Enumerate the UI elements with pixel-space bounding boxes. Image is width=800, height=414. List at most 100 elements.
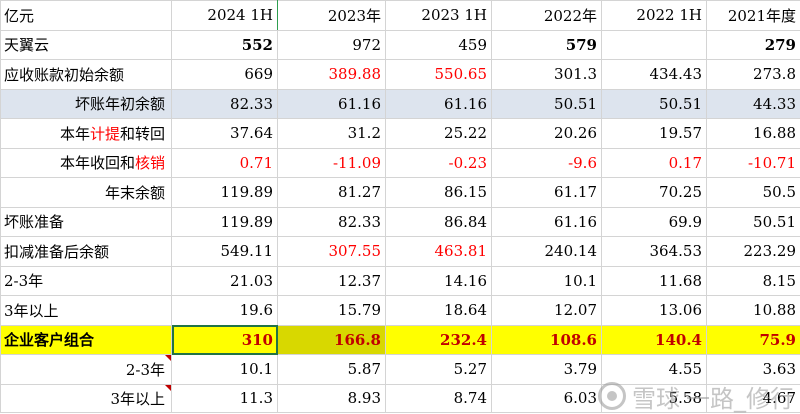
table-cell[interactable]: 6.03 bbox=[492, 384, 602, 412]
header-2022-1h[interactable]: 2022 1H bbox=[602, 1, 707, 31]
row-label[interactable]: 企业客户组合 bbox=[1, 325, 172, 355]
table-cell[interactable]: 4.55 bbox=[602, 355, 707, 385]
row-label[interactable]: 天翼云 bbox=[1, 30, 172, 60]
header-2024-1h[interactable]: 2024 1H bbox=[172, 1, 278, 31]
row-label[interactable]: 2-3年 bbox=[1, 266, 172, 296]
table-cell[interactable]: 20.26 bbox=[492, 119, 602, 149]
selected-cell[interactable]: 310 bbox=[172, 325, 278, 355]
table-cell[interactable]: 307.55 bbox=[278, 237, 386, 267]
table-cell[interactable]: 119.89 bbox=[172, 207, 278, 237]
table-cell[interactable]: 19.6 bbox=[172, 296, 278, 326]
table-cell[interactable]: 459 bbox=[386, 30, 492, 60]
table-cell[interactable]: 11.3 bbox=[172, 384, 278, 412]
table-cell[interactable]: 10.1 bbox=[172, 355, 278, 385]
table-cell[interactable]: 279 bbox=[707, 30, 800, 60]
row-label[interactable]: 扣减准备后余额 bbox=[1, 237, 172, 267]
table-cell[interactable]: 13.06 bbox=[602, 296, 707, 326]
table-cell[interactable]: 44.33 bbox=[707, 89, 800, 119]
header-2022[interactable]: 2022年 bbox=[492, 1, 602, 31]
table-cell[interactable]: 0.71 bbox=[172, 148, 278, 178]
table-cell[interactable]: 14.16 bbox=[386, 266, 492, 296]
table-cell[interactable]: 19.57 bbox=[602, 119, 707, 149]
table-cell[interactable]: 50.51 bbox=[707, 207, 800, 237]
table-cell[interactable]: 82.33 bbox=[278, 207, 386, 237]
table-cell[interactable]: 3.79 bbox=[492, 355, 602, 385]
table-cell[interactable]: 12.37 bbox=[278, 266, 386, 296]
table-cell[interactable]: 81.27 bbox=[278, 178, 386, 208]
row-label[interactable]: 坏账年初余额 bbox=[1, 89, 172, 119]
table-cell[interactable]: 86.84 bbox=[386, 207, 492, 237]
row-label[interactable]: 本年计提和转回 bbox=[1, 119, 172, 149]
table-cell[interactable]: 37.64 bbox=[172, 119, 278, 149]
table-cell[interactable]: 5.58 bbox=[602, 384, 707, 412]
header-2021[interactable]: 2021年度 bbox=[707, 1, 800, 31]
table-cell[interactable]: 25.22 bbox=[386, 119, 492, 149]
table-cell[interactable]: 972 bbox=[278, 30, 386, 60]
table-cell[interactable]: 166.8 bbox=[278, 325, 386, 355]
table-cell[interactable]: -9.6 bbox=[492, 148, 602, 178]
row-label[interactable]: 3年以上 bbox=[1, 384, 172, 412]
row-label-highlight: 计提 bbox=[90, 125, 120, 143]
table-cell[interactable]: -10.71 bbox=[707, 148, 800, 178]
table-cell[interactable]: 579 bbox=[492, 30, 602, 60]
table-cell[interactable]: 364.53 bbox=[602, 237, 707, 267]
table-cell[interactable]: 5.27 bbox=[386, 355, 492, 385]
header-2023-1h[interactable]: 2023 1H bbox=[386, 1, 492, 31]
table-cell[interactable]: 8.74 bbox=[386, 384, 492, 412]
table-cell[interactable]: 389.88 bbox=[278, 60, 386, 90]
table-cell[interactable]: 273.8 bbox=[707, 60, 800, 90]
table-cell[interactable]: 16.88 bbox=[707, 119, 800, 149]
table-cell[interactable]: 5.87 bbox=[278, 355, 386, 385]
table-cell[interactable]: 50.5 bbox=[707, 178, 800, 208]
table-cell[interactable]: 61.16 bbox=[492, 207, 602, 237]
table-cell[interactable]: 61.16 bbox=[278, 89, 386, 119]
table-cell[interactable]: 21.03 bbox=[172, 266, 278, 296]
table-cell[interactable]: 549.11 bbox=[172, 237, 278, 267]
table-cell[interactable]: 240.14 bbox=[492, 237, 602, 267]
table-cell[interactable]: 4.67 bbox=[707, 384, 800, 412]
row-label[interactable]: 应收账款初始余额 bbox=[1, 60, 172, 90]
table-cell[interactable]: 10.1 bbox=[492, 266, 602, 296]
table-cell[interactable]: 301.3 bbox=[492, 60, 602, 90]
table-cell[interactable]: 50.51 bbox=[492, 89, 602, 119]
table-cell[interactable]: 61.16 bbox=[386, 89, 492, 119]
table-cell[interactable]: 50.51 bbox=[602, 89, 707, 119]
row-label[interactable]: 3年以上 bbox=[1, 296, 172, 326]
table-cell[interactable]: 12.07 bbox=[492, 296, 602, 326]
table-cell[interactable] bbox=[602, 30, 707, 60]
table-cell[interactable]: 434.43 bbox=[602, 60, 707, 90]
table-cell[interactable]: 8.93 bbox=[278, 384, 386, 412]
table-cell[interactable]: 669 bbox=[172, 60, 278, 90]
row-label[interactable]: 坏账准备 bbox=[1, 207, 172, 237]
table-cell[interactable]: 15.79 bbox=[278, 296, 386, 326]
table-cell[interactable]: 108.6 bbox=[492, 325, 602, 355]
table-cell[interactable]: 11.68 bbox=[602, 266, 707, 296]
table-cell[interactable]: 75.9 bbox=[707, 325, 800, 355]
table-cell[interactable]: 31.2 bbox=[278, 119, 386, 149]
table-cell[interactable]: 70.25 bbox=[602, 178, 707, 208]
table-cell[interactable]: 463.81 bbox=[386, 237, 492, 267]
table-cell[interactable]: 10.88 bbox=[707, 296, 800, 326]
table-cell[interactable]: 69.9 bbox=[602, 207, 707, 237]
row-label[interactable]: 年末余额 bbox=[1, 178, 172, 208]
table-cell[interactable]: 552 bbox=[172, 30, 278, 60]
table-cell[interactable]: -0.23 bbox=[386, 148, 492, 178]
table-cell[interactable]: 223.29 bbox=[707, 237, 800, 267]
table-cell[interactable]: -11.09 bbox=[278, 148, 386, 178]
table-cell[interactable]: 0.17 bbox=[602, 148, 707, 178]
table-cell[interactable]: 140.4 bbox=[602, 325, 707, 355]
table-cell[interactable]: 82.33 bbox=[172, 89, 278, 119]
row-label[interactable]: 本年收回和核销 bbox=[1, 148, 172, 178]
table-cell[interactable]: 232.4 bbox=[386, 325, 492, 355]
row-label[interactable]: 2-3年 bbox=[1, 355, 172, 385]
header-unit-cell[interactable]: 亿元 bbox=[1, 1, 172, 31]
table-cell[interactable]: 61.17 bbox=[492, 178, 602, 208]
header-2023[interactable]: 2023年 bbox=[278, 1, 386, 31]
table-row: 年末余额 119.89 81.27 86.15 61.17 70.25 50.5 bbox=[1, 178, 800, 208]
table-cell[interactable]: 119.89 bbox=[172, 178, 278, 208]
table-cell[interactable]: 8.15 bbox=[707, 266, 800, 296]
table-cell[interactable]: 550.65 bbox=[386, 60, 492, 90]
table-cell[interactable]: 86.15 bbox=[386, 178, 492, 208]
table-cell[interactable]: 18.64 bbox=[386, 296, 492, 326]
table-cell[interactable]: 3.63 bbox=[707, 355, 800, 385]
